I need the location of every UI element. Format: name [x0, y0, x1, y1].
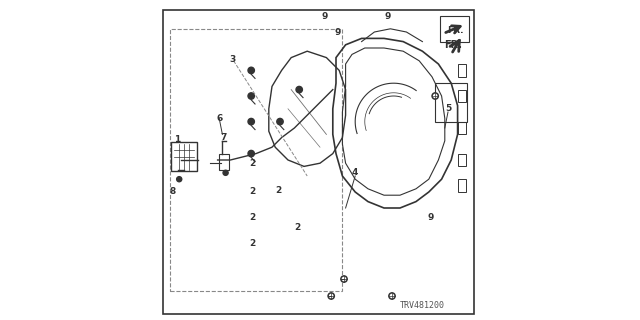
Circle shape: [390, 294, 394, 298]
Text: 4: 4: [351, 168, 358, 177]
Bar: [458, 179, 466, 192]
Text: 9: 9: [322, 12, 328, 20]
Text: 5: 5: [445, 104, 451, 113]
Text: 3: 3: [229, 55, 235, 64]
Bar: [170, 29, 342, 291]
Bar: [458, 154, 466, 166]
Circle shape: [432, 93, 438, 99]
Text: 6: 6: [216, 114, 222, 123]
Text: 2: 2: [249, 188, 255, 196]
Circle shape: [248, 118, 254, 125]
Bar: [440, 16, 468, 42]
Bar: [458, 64, 466, 77]
Bar: [435, 83, 467, 122]
Circle shape: [434, 94, 437, 98]
Circle shape: [248, 93, 254, 99]
Text: 2: 2: [249, 159, 255, 168]
Circle shape: [296, 86, 302, 93]
Text: FR.: FR.: [444, 40, 462, 50]
Circle shape: [277, 118, 283, 125]
Text: 9: 9: [335, 28, 340, 36]
Text: 9: 9: [384, 12, 390, 20]
Bar: [458, 90, 466, 102]
Circle shape: [223, 170, 228, 175]
Text: 2: 2: [249, 239, 255, 248]
Text: 8: 8: [169, 188, 175, 196]
Bar: [219, 154, 229, 170]
Circle shape: [342, 277, 346, 281]
Bar: [458, 122, 466, 134]
Circle shape: [341, 276, 347, 282]
Circle shape: [248, 67, 254, 74]
Text: FR.: FR.: [447, 26, 463, 35]
Circle shape: [328, 293, 335, 299]
Circle shape: [248, 150, 254, 157]
Text: 2: 2: [294, 223, 300, 232]
Circle shape: [330, 294, 333, 298]
Text: 2: 2: [249, 213, 255, 222]
Text: 7: 7: [221, 133, 227, 142]
Circle shape: [177, 177, 182, 182]
Text: TRV481200: TRV481200: [400, 301, 445, 310]
Text: 9: 9: [428, 213, 433, 222]
Text: 1: 1: [174, 135, 180, 144]
Circle shape: [389, 293, 396, 299]
Text: 2: 2: [275, 186, 282, 195]
